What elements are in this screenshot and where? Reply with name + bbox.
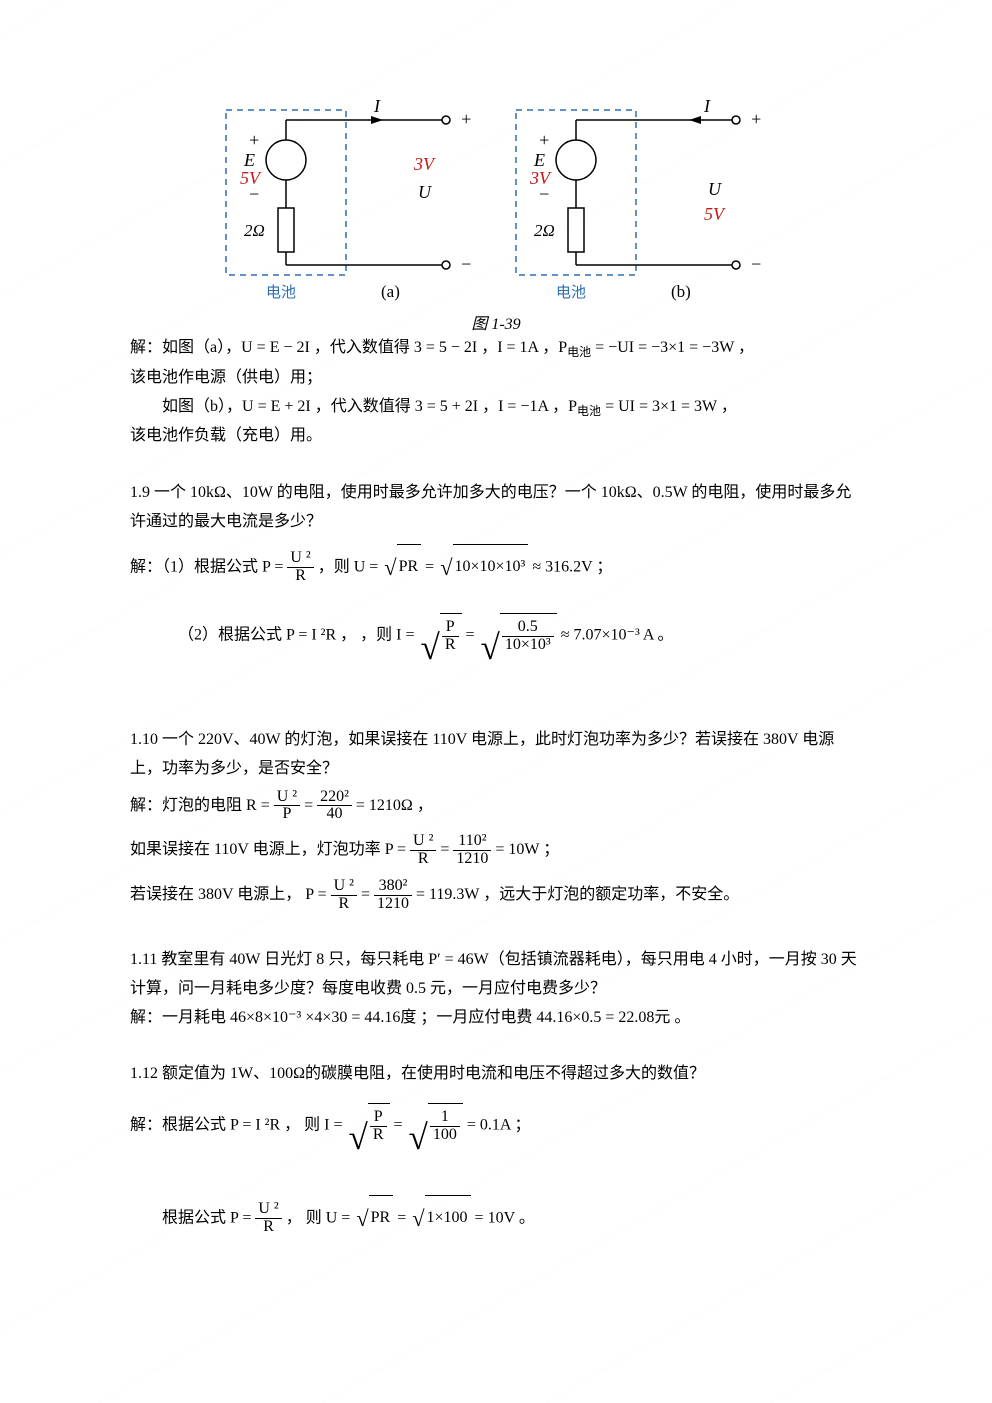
page: + I + E 5V − 2Ω − (0, 0, 992, 1403)
figure-1-39: + I + E 5V − 2Ω − (130, 100, 862, 334)
fig-b-R: 2Ω (534, 221, 555, 240)
sol18-b-post: = UI = 3×1 = 3W ， (601, 398, 737, 415)
q19-approx2: ≈ 7.07×10⁻³ A 。 (561, 627, 674, 644)
svg-text:+: + (460, 109, 472, 129)
q112-sol1: 解：根据公式 P = I ²R ， 则 I = √PR = √1100 = 0.… (130, 1089, 862, 1188)
sol18-line-b: 如图（b），U = E + 2I ，代入数值得 3 = 5 + 2I ，I = … (130, 393, 862, 423)
q19-sqrt-val2: √0.510×10³ (479, 599, 557, 698)
sol18-a-eq: U = E − 2I ，代入数值得 3 = 5 − 2I ，I = 1A ，P (241, 339, 567, 356)
q19-pi2r: P = I ²R ， (286, 627, 356, 644)
q19-ueq: U = (354, 558, 379, 575)
fig-a-sub: (a) (381, 282, 400, 301)
q19-sqrt-val: √10×10×10³ (438, 537, 528, 600)
sol18-b-sub: 电池 (577, 404, 601, 418)
sol18-line-a: 解：如图（a），U = E − 2I ，代入数值得 3 = 5 − 2I ，I … (130, 334, 862, 364)
q19-sol-label: 解：（1）根据公式 (130, 558, 262, 575)
fig-b-U: U (708, 179, 722, 199)
q19-ieq: I = (396, 627, 414, 644)
svg-text:+: + (750, 109, 762, 129)
q19-frac1: U ²R (287, 550, 313, 585)
q110-sol2: 如果误接在 110V 电源上，灯泡功率 P = U ²R = 110²1210 … (130, 828, 862, 873)
q110-sol3: 若误接在 380V 电源上， P = U ²R = 380²1210 = 119… (130, 873, 862, 918)
fig-a-out: 3V (413, 154, 436, 174)
fig-a-E-label: E (243, 150, 255, 170)
figure-caption: 图 1-39 (130, 310, 862, 334)
svg-text:−: − (248, 184, 260, 204)
fig-b-I: I (703, 100, 711, 116)
fig-b-out: 5V (704, 204, 726, 224)
circuit-svg: + I + E 5V − 2Ω − (216, 100, 776, 305)
q110-sol-pre: 解：灯泡的电阻 (130, 797, 246, 814)
svg-text:−: − (538, 184, 550, 204)
fig-b-E-label: E (533, 150, 545, 170)
q19-part2-label: （2）根据公式 (178, 627, 286, 644)
svg-text:−: − (460, 254, 472, 274)
q19-text: 1.9 一个 10kΩ、10W 的电阻，使用时最多允许加多大的电压？一个 10k… (130, 479, 862, 537)
svg-text:−: − (750, 254, 762, 274)
fig-b-sub: (b) (671, 282, 691, 301)
sol18-b-pre: 如图（b）， (162, 398, 242, 415)
sol18-a-pre: 解：如图（a）， (130, 339, 241, 356)
q110-text: 1.10 一个 220V、40W 的灯泡，如果误接在 110V 电源上，此时灯泡… (130, 726, 862, 784)
fig-b-battery-label: 电池 (556, 284, 586, 301)
sol18-b2: 该电池作负载（充电）用。 (130, 422, 862, 451)
q111-sol: 解：一月耗电 46×8×10⁻³ ×4×30 = 44.16度 ；一月应付电费 … (130, 1004, 862, 1033)
q19-then1: ，则 (318, 558, 354, 575)
q19-sol2: （2）根据公式 P = I ²R ， ，则 I = √PR = √0.510×1… (130, 599, 862, 698)
q111-text: 1.11 教室里有 40W 日光灯 8 只，每只耗电 P′ = 46W（包括镇流… (130, 946, 862, 1004)
sol18-a-post: = −UI = −3×1 = −3W ， (591, 339, 754, 356)
sol18-a2: 该电池作电源（供电）用； (130, 364, 862, 393)
q19-sqrt-pr: √PR (382, 537, 421, 600)
fig-a-U: U (418, 182, 432, 202)
q19-sqrt-pr2: √PR (419, 599, 462, 698)
fig-a-I: I (373, 100, 381, 116)
q112-sol2: 根据公式 P = U ²R ， 则 U = √PR = √1×100 = 10V… (130, 1188, 862, 1251)
q19-sol1: 解：（1）根据公式 P = U ²R ，则 U = √PR = √10×10×1… (130, 537, 862, 600)
sol18-a-sub: 电池 (567, 345, 591, 359)
sol18-b-eq: U = E + 2I ，代入数值得 3 = 5 + 2I ，I = −1A ，P (242, 398, 577, 415)
q19-peq: P = (262, 558, 283, 575)
fig-a-battery-label: 电池 (266, 284, 296, 301)
svg-text:+: + (248, 130, 260, 150)
q110-sol1: 解：灯泡的电阻 R = U ²P = 220²40 = 1210Ω ， (130, 784, 862, 829)
q19-approx1: ≈ 316.2V ； (532, 558, 612, 575)
svg-text:+: + (538, 130, 550, 150)
q112-text: 1.12 额定值为 1W、100Ω的碳膜电阻，在使用时电流和电压不得超过多大的数… (130, 1060, 862, 1089)
fig-a-R: 2Ω (244, 221, 265, 240)
